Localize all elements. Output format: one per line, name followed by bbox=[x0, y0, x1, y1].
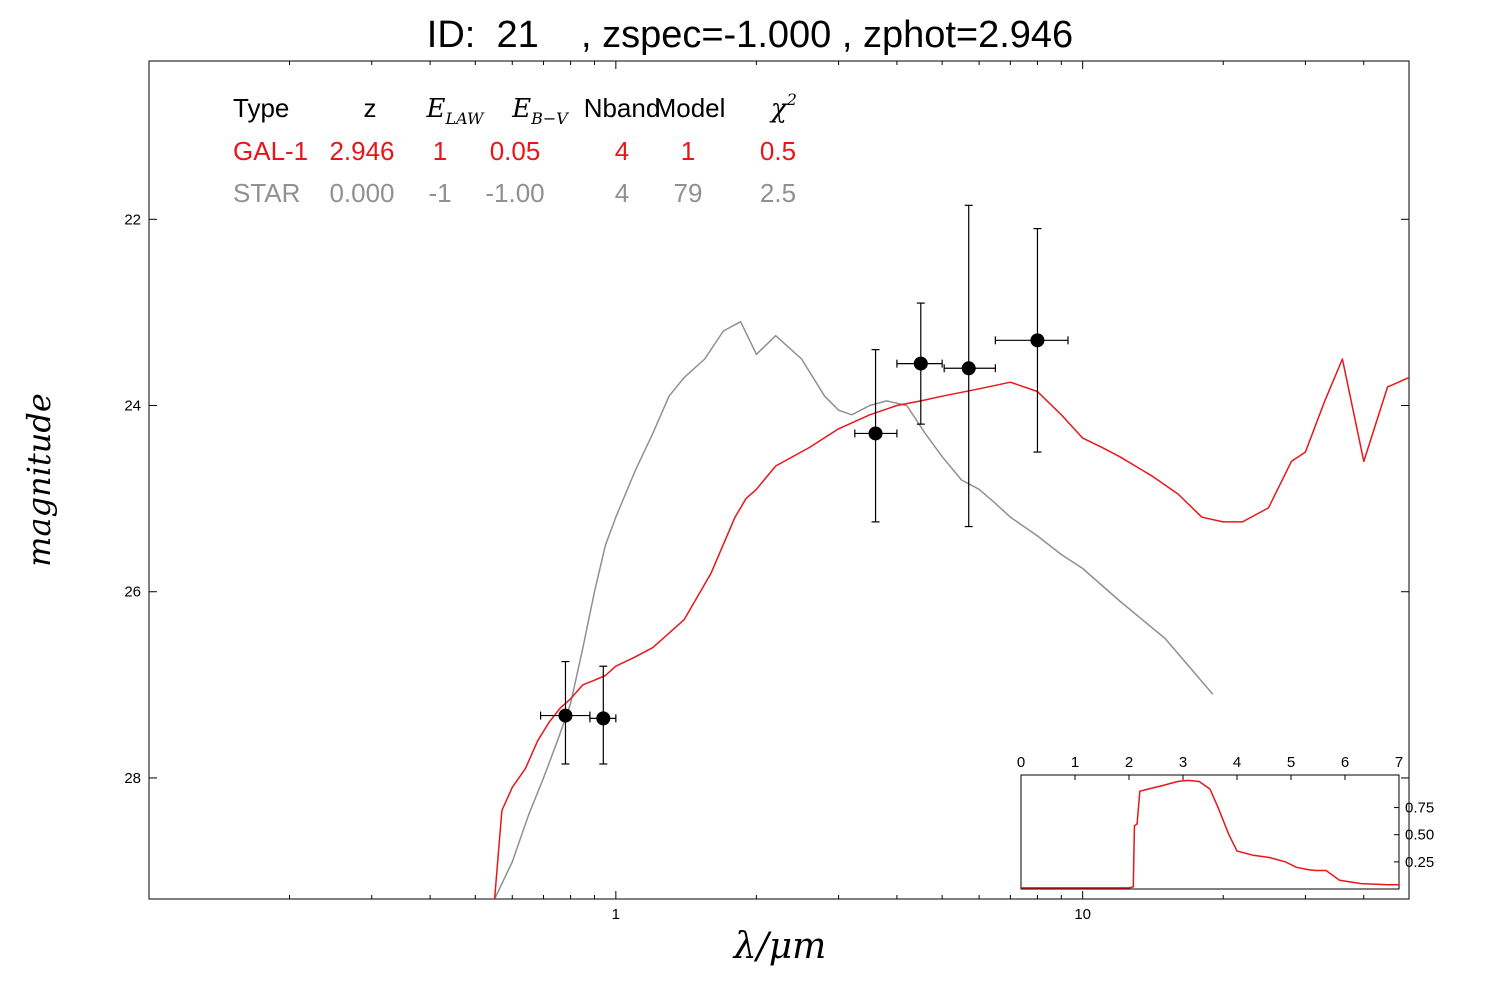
main-plot-frame bbox=[148, 60, 1410, 900]
inset-x-tick-label: 6 bbox=[1341, 754, 1349, 771]
table-cell: 0.000 bbox=[329, 178, 394, 208]
data-point-marker bbox=[868, 426, 883, 441]
inset-frame bbox=[1020, 774, 1400, 890]
photometry-point bbox=[896, 302, 943, 425]
table-cell: 4 bbox=[615, 136, 629, 166]
y-tick-label: 22 bbox=[124, 211, 141, 228]
table-cell: 0.05 bbox=[490, 136, 541, 166]
y-tick-label: 24 bbox=[124, 398, 141, 415]
main-series-group bbox=[493, 320, 1409, 899]
x-axis-label: λ/μm bbox=[732, 926, 826, 967]
series-line-star bbox=[493, 320, 1214, 899]
table-cell: STAR bbox=[233, 178, 300, 208]
table-cell: 0.5 bbox=[760, 136, 796, 166]
inset-y-tick-label: 0.25 bbox=[1405, 854, 1434, 871]
x-tick-label: 10 bbox=[1074, 906, 1091, 923]
table-header: χ2 bbox=[769, 90, 797, 124]
table-header: Model bbox=[655, 93, 726, 123]
y-tick-label: 28 bbox=[124, 770, 141, 787]
photometry-point bbox=[943, 204, 996, 528]
inset-x-tick-label: 7 bbox=[1395, 754, 1403, 771]
inset-x-tick-label: 1 bbox=[1071, 754, 1079, 771]
data-point-marker bbox=[596, 711, 611, 726]
table-header: Nband bbox=[584, 93, 661, 123]
inset-series-group bbox=[1021, 779, 1399, 889]
table-cell: 1 bbox=[681, 136, 695, 166]
x-tick-label: 1 bbox=[612, 906, 620, 923]
inset-x-tick-label: 3 bbox=[1179, 754, 1187, 771]
photometry-point bbox=[854, 349, 898, 523]
series-line-gal-1 bbox=[493, 358, 1409, 899]
inset-x-tick-label: 2 bbox=[1125, 754, 1133, 771]
table-cell: GAL-1 bbox=[233, 136, 308, 166]
table-cell: 2.946 bbox=[329, 136, 394, 166]
inset-x-tick-label: 4 bbox=[1233, 754, 1241, 771]
photometry-point bbox=[994, 228, 1069, 453]
data-point-marker bbox=[961, 361, 976, 376]
table-cell: -1 bbox=[428, 178, 451, 208]
photometry-point bbox=[540, 660, 591, 765]
table-header: Type bbox=[233, 93, 289, 123]
inset-pdf-line bbox=[1021, 779, 1399, 889]
table-cell: 79 bbox=[674, 178, 703, 208]
y-tick-label: 26 bbox=[124, 584, 141, 601]
photometry-points bbox=[540, 204, 1069, 765]
y-axis-label: magnitude bbox=[20, 393, 58, 567]
data-point-marker bbox=[1030, 333, 1045, 348]
chart-title: ID: 21 , zspec=-1.000 , zphot=2.946 bbox=[426, 14, 1074, 56]
inset-axis-ticks: 0 1 2 3 4 5 6 7 0.25 0.50 0.75 bbox=[1017, 754, 1434, 871]
table-cell: 1 bbox=[433, 136, 447, 166]
table-cell: 2.5 bbox=[760, 178, 796, 208]
data-point-marker bbox=[558, 708, 573, 723]
table-header: ELAW bbox=[426, 94, 486, 128]
photometry-point bbox=[589, 665, 617, 765]
table-header: EB−V bbox=[511, 94, 569, 128]
inset-x-tick-label: 0 bbox=[1017, 754, 1025, 771]
data-point-marker bbox=[913, 356, 928, 371]
table-header: z bbox=[364, 93, 377, 123]
inset-y-tick-label: 0.75 bbox=[1405, 800, 1434, 817]
inset-x-tick-label: 5 bbox=[1287, 754, 1295, 771]
inset-y-tick-label: 0.50 bbox=[1405, 827, 1434, 844]
table-cell: 4 bbox=[615, 178, 629, 208]
table-cell: -1.00 bbox=[485, 178, 544, 208]
